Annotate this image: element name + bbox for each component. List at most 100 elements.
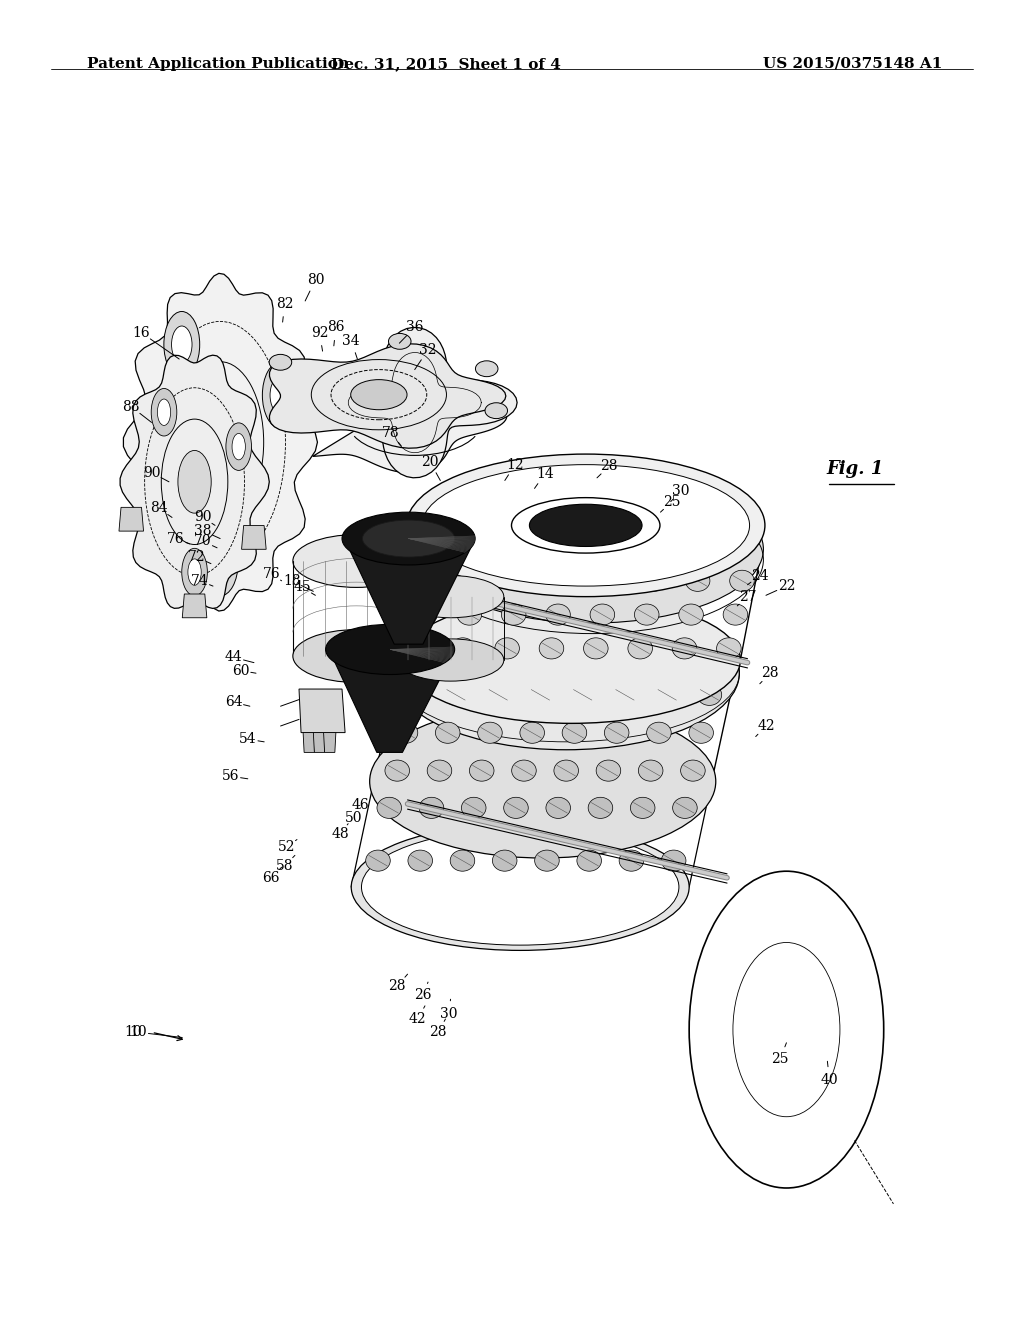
- Text: 90: 90: [194, 511, 212, 524]
- Ellipse shape: [402, 597, 740, 723]
- Ellipse shape: [597, 570, 622, 591]
- Ellipse shape: [293, 535, 420, 587]
- Ellipse shape: [502, 605, 526, 626]
- Ellipse shape: [546, 797, 570, 818]
- Ellipse shape: [662, 850, 686, 871]
- Ellipse shape: [495, 638, 519, 659]
- Polygon shape: [120, 355, 269, 609]
- Text: 26: 26: [414, 989, 432, 1002]
- Ellipse shape: [419, 797, 443, 818]
- Ellipse shape: [407, 454, 765, 597]
- Ellipse shape: [697, 684, 722, 705]
- Ellipse shape: [178, 450, 211, 513]
- Ellipse shape: [342, 512, 475, 565]
- Text: 70: 70: [194, 535, 212, 548]
- Text: 28: 28: [388, 979, 407, 993]
- Text: 60: 60: [231, 664, 250, 677]
- Ellipse shape: [562, 722, 587, 743]
- Ellipse shape: [420, 475, 763, 623]
- Ellipse shape: [604, 722, 629, 743]
- Ellipse shape: [232, 433, 246, 459]
- Text: Dec. 31, 2015  Sheet 1 of 4: Dec. 31, 2015 Sheet 1 of 4: [331, 57, 560, 71]
- Text: 32: 32: [419, 343, 437, 356]
- Ellipse shape: [628, 638, 652, 659]
- Text: 92: 92: [310, 326, 329, 339]
- Text: 54: 54: [239, 733, 257, 746]
- Ellipse shape: [269, 354, 292, 370]
- Text: 30: 30: [439, 1007, 458, 1020]
- Ellipse shape: [620, 850, 644, 871]
- Ellipse shape: [673, 797, 697, 818]
- Ellipse shape: [203, 529, 238, 597]
- Ellipse shape: [374, 718, 712, 845]
- Ellipse shape: [262, 362, 298, 428]
- Ellipse shape: [407, 638, 431, 659]
- Ellipse shape: [485, 403, 508, 418]
- Ellipse shape: [226, 422, 252, 470]
- Text: 28: 28: [761, 667, 779, 680]
- Ellipse shape: [528, 684, 553, 705]
- Ellipse shape: [152, 388, 177, 436]
- Text: 25: 25: [663, 495, 681, 508]
- Ellipse shape: [631, 797, 655, 818]
- Ellipse shape: [182, 548, 207, 595]
- Text: 64: 64: [224, 696, 243, 709]
- Polygon shape: [312, 327, 517, 478]
- Ellipse shape: [672, 638, 696, 659]
- Ellipse shape: [577, 850, 601, 871]
- Text: 10: 10: [124, 1026, 142, 1039]
- Ellipse shape: [689, 722, 714, 743]
- Text: Fig. 1: Fig. 1: [826, 459, 884, 478]
- Text: 76: 76: [167, 532, 185, 545]
- Ellipse shape: [188, 558, 201, 585]
- Text: 90: 90: [142, 466, 161, 479]
- Ellipse shape: [427, 760, 452, 781]
- Ellipse shape: [397, 610, 735, 737]
- Ellipse shape: [477, 722, 502, 743]
- Text: 80: 80: [306, 273, 325, 286]
- Ellipse shape: [423, 491, 761, 618]
- Ellipse shape: [529, 504, 642, 546]
- Ellipse shape: [641, 570, 666, 591]
- Ellipse shape: [612, 684, 637, 705]
- Text: 58: 58: [275, 859, 294, 873]
- Text: 30: 30: [672, 484, 690, 498]
- Ellipse shape: [350, 380, 408, 409]
- Text: 36: 36: [406, 321, 424, 334]
- Ellipse shape: [164, 312, 200, 378]
- Text: 78: 78: [382, 426, 400, 440]
- Ellipse shape: [730, 570, 755, 591]
- Text: 48: 48: [331, 828, 349, 841]
- Text: 12: 12: [506, 458, 524, 471]
- Ellipse shape: [397, 639, 504, 681]
- Ellipse shape: [210, 544, 230, 581]
- Ellipse shape: [393, 722, 418, 743]
- Ellipse shape: [638, 760, 663, 781]
- Ellipse shape: [512, 760, 537, 781]
- Ellipse shape: [635, 605, 659, 626]
- Ellipse shape: [596, 760, 621, 781]
- Ellipse shape: [469, 760, 494, 781]
- Ellipse shape: [535, 850, 559, 871]
- Ellipse shape: [646, 722, 671, 743]
- Ellipse shape: [158, 399, 171, 425]
- Text: 66: 66: [262, 871, 281, 884]
- Ellipse shape: [270, 376, 291, 413]
- Ellipse shape: [689, 871, 884, 1188]
- Ellipse shape: [197, 397, 244, 487]
- Text: 27: 27: [738, 590, 757, 603]
- Text: 24: 24: [751, 569, 769, 582]
- Ellipse shape: [385, 760, 410, 781]
- Polygon shape: [124, 273, 317, 611]
- Ellipse shape: [451, 638, 475, 659]
- Ellipse shape: [443, 684, 468, 705]
- Polygon shape: [269, 343, 506, 449]
- Text: 74: 74: [190, 574, 209, 587]
- Ellipse shape: [540, 638, 564, 659]
- Text: US 2015/0375148 A1: US 2015/0375148 A1: [763, 57, 942, 71]
- Ellipse shape: [362, 520, 455, 557]
- Ellipse shape: [679, 605, 703, 626]
- Text: 52: 52: [278, 841, 296, 854]
- Ellipse shape: [419, 570, 443, 591]
- Ellipse shape: [401, 684, 426, 705]
